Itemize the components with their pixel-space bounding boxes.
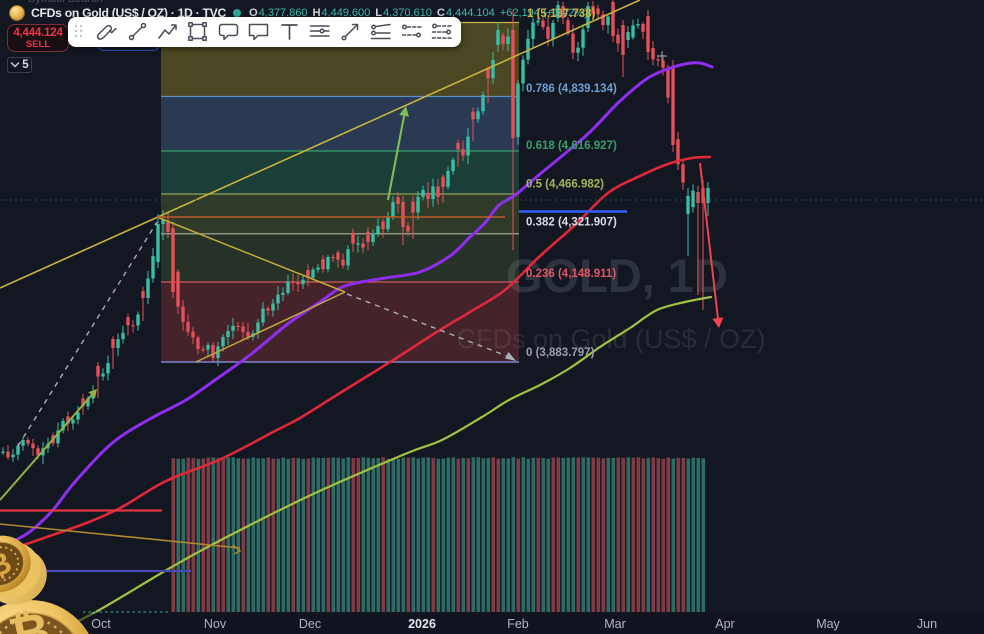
svg-text:0.5 (4,466.982): 0.5 (4,466.982) [526,179,604,191]
svg-text:Mar: Mar [604,617,626,631]
svg-text:0.382 (4,321.907): 0.382 (4,321.907) [526,217,617,229]
svg-text:Dec: Dec [299,617,321,631]
svg-text:Nov: Nov [204,617,227,631]
svg-text:0 (3,883.797): 0 (3,883.797) [526,347,595,359]
svg-text:GOLD, 1D: GOLD, 1D [506,249,728,302]
svg-text:May: May [816,617,840,631]
svg-text:Apr: Apr [715,617,734,631]
svg-text:0.236 (4,148.911): 0.236 (4,148.911) [526,268,616,280]
svg-text:Feb: Feb [507,617,529,631]
svg-text:2026: 2026 [408,617,436,631]
svg-text:0.618 (4,616.927): 0.618 (4,616.927) [526,140,617,152]
svg-text:Oct: Oct [91,617,111,631]
svg-text:0.786 (4,839.134): 0.786 (4,839.134) [526,83,617,95]
svg-text:Jun: Jun [917,617,937,631]
